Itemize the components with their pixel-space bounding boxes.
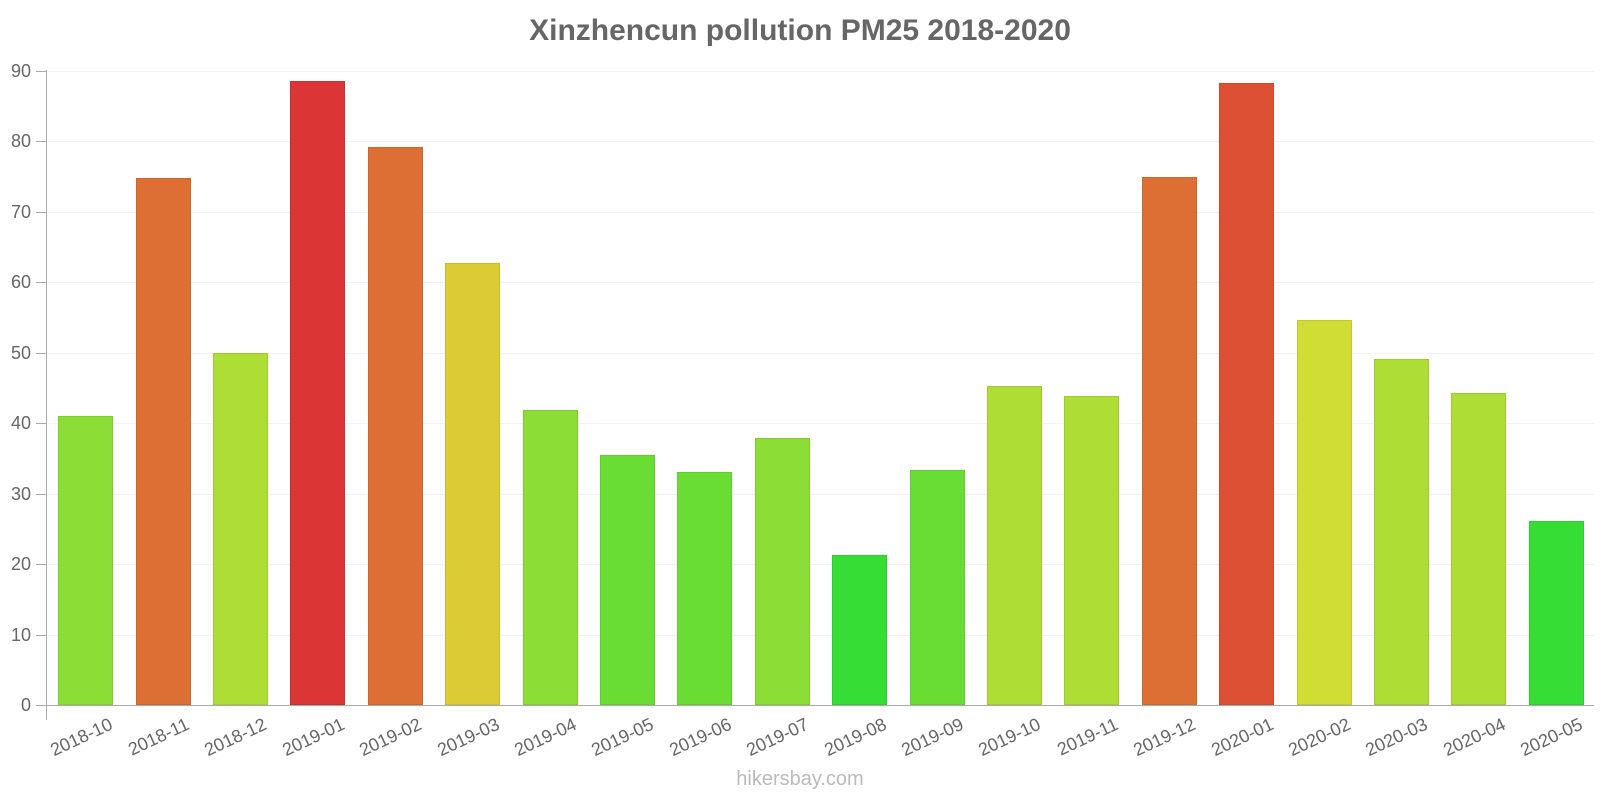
bar-2019-02[interactable] (367, 146, 423, 705)
x-tick-label: 2019-03 (433, 714, 503, 761)
x-axis-line (46, 705, 1594, 706)
bar-2019-09[interactable] (909, 470, 965, 705)
x-tick-label: 2020-02 (1285, 714, 1354, 761)
bar-2019-01[interactable] (290, 80, 346, 705)
y-tick-label: 10 (10, 624, 31, 645)
y-tick-label: 0 (20, 695, 31, 715)
bar-2019-07[interactable] (754, 437, 810, 705)
y-tick-label: 80 (10, 131, 31, 152)
y-tick (36, 564, 46, 566)
x-tick-label: 2020-04 (1440, 714, 1509, 761)
chart-title: Xinzhencun pollution PM25 2018-2020 (529, 14, 1071, 47)
x-tick-label: 2019-02 (356, 714, 425, 761)
x-tick-label: 2019-06 (666, 714, 735, 761)
y-tick (36, 141, 46, 143)
watermark: hikersbay.com (736, 768, 864, 790)
x-tick-label: 2019-09 (898, 714, 967, 761)
y-tick-label: 30 (10, 483, 31, 504)
x-tick-label: 2019-01 (279, 714, 348, 761)
bar-2018-12[interactable] (213, 352, 268, 705)
y-tick-label: 60 (10, 272, 31, 293)
bar-2018-11[interactable] (135, 177, 191, 705)
gridline (46, 141, 1594, 143)
gridline (46, 282, 1594, 284)
x-tick-label: 2019-10 (975, 714, 1044, 761)
x-tick-label: 2018-11 (125, 714, 193, 760)
gridline (46, 634, 1594, 636)
y-tick-label: 70 (10, 201, 31, 222)
gridline (46, 352, 1594, 354)
x-tick-label: 2018-10 (46, 714, 116, 761)
bar-2019-12[interactable] (1141, 177, 1197, 705)
y-tick (36, 493, 46, 495)
y-tick (36, 211, 46, 213)
y-tick-label: 90 (10, 60, 31, 81)
x-tick-label: 2019-11 (1054, 714, 1122, 760)
x-tick-label: 2020-03 (1362, 714, 1431, 761)
x-tick-label: 2018-12 (201, 714, 270, 761)
gridline (46, 70, 1594, 72)
y-tick (36, 634, 46, 636)
bar-2020-03[interactable] (1374, 358, 1429, 705)
bar-2019-03[interactable] (445, 263, 501, 705)
bar-2019-06[interactable] (677, 471, 733, 705)
x-tick-label: 2020-01 (1207, 714, 1277, 761)
y-tick-label: 40 (10, 413, 31, 434)
x-tick-label: 2019-04 (511, 714, 580, 761)
bar-2019-11[interactable] (1064, 395, 1120, 705)
bar-2019-05[interactable] (600, 454, 655, 705)
y-tick (36, 423, 46, 425)
gridline (46, 211, 1594, 213)
bar-2019-04[interactable] (522, 409, 578, 705)
bar-2020-01[interactable] (1219, 83, 1275, 705)
bar-2020-04[interactable] (1451, 393, 1507, 705)
bar-2020-02[interactable] (1296, 320, 1352, 705)
y-tick (36, 282, 46, 284)
y-tick (36, 352, 46, 354)
y-axis-line (46, 70, 47, 720)
gridline (46, 564, 1594, 566)
x-tick-label: 2019-08 (820, 714, 890, 761)
bar-2019-10[interactable] (987, 385, 1042, 705)
bar-2019-08[interactable] (832, 554, 888, 705)
x-tick-label: 2019-07 (743, 714, 812, 761)
x-tick-label: 2019-05 (588, 714, 657, 761)
gridline (46, 423, 1594, 425)
y-tick (36, 705, 46, 706)
gridline (46, 493, 1594, 495)
y-tick-label: 20 (10, 554, 31, 575)
y-tick-label: 50 (10, 342, 31, 363)
bar-2020-05[interactable] (1528, 521, 1584, 705)
bar-2018-10[interactable] (58, 416, 114, 705)
x-tick-label: 2019-12 (1130, 714, 1199, 761)
x-tick-label: 2020-05 (1517, 714, 1586, 761)
y-tick (36, 70, 46, 72)
